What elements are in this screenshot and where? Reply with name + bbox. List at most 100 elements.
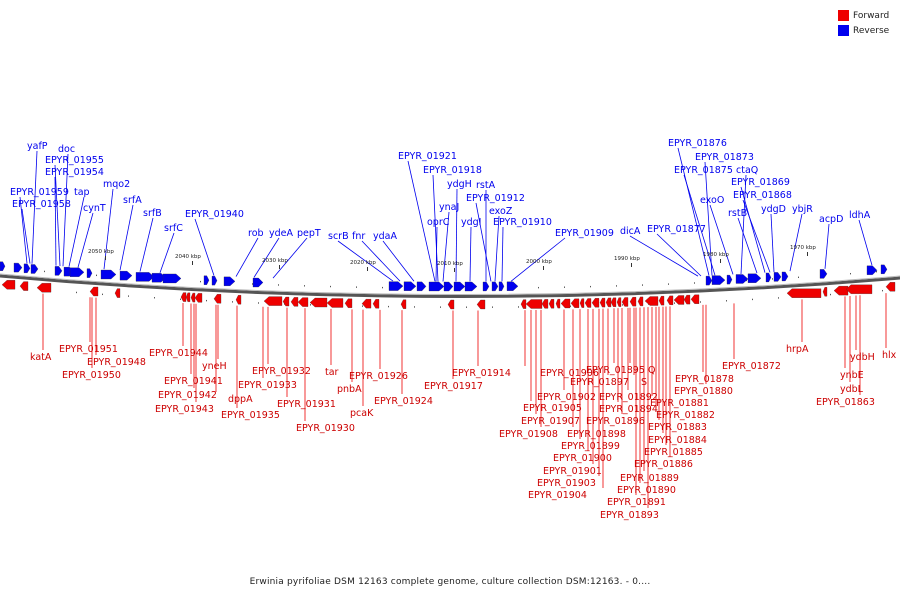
gene-arrow: [666, 295, 674, 305]
tick-mark: [772, 278, 773, 280]
scale-label: 1970 kbp: [790, 245, 816, 251]
tick-mark: [232, 301, 233, 303]
forward-gene-label: hlx: [882, 350, 897, 361]
leader-line: [361, 240, 401, 282]
gene-arrow: [690, 294, 700, 304]
gene-arrow: [735, 274, 749, 284]
genome-backbone-highlight: [0, 273, 900, 296]
tick-mark: [382, 286, 383, 289]
forward-gene-label: ydbL: [840, 384, 864, 395]
reverse-gene-label: exoZ: [489, 206, 513, 217]
reverse-gene-label: ybjR: [792, 204, 813, 215]
tick-mark: [752, 298, 753, 301]
tick-mark: [180, 298, 181, 300]
reverse-gene-label: EPYR_01959: [10, 187, 69, 198]
reverse-gene-label: yafP: [27, 141, 48, 152]
forward-gene-label: EPYR_01932: [252, 366, 311, 377]
leader-line: [442, 211, 450, 282]
reverse-gene-label: EPYR_01918: [423, 165, 482, 176]
gene-arrow: [464, 281, 478, 292]
gene-arrow: [845, 284, 873, 294]
gene-arrow: [616, 297, 622, 307]
leader-line: [139, 217, 154, 272]
scale-label: 2040 kbp: [175, 254, 201, 260]
tick-mark: [76, 291, 77, 294]
gene-arrow: [673, 295, 685, 305]
leader-line: [435, 226, 438, 282]
leader-line: [475, 202, 492, 282]
gene-arrow: [89, 286, 99, 297]
gene-arrow: [747, 273, 762, 283]
leader-line: [740, 174, 747, 275]
gene-arrow: [476, 299, 486, 310]
leader-line: [62, 153, 69, 267]
forward-gene-arrows: [1, 280, 896, 310]
forward-gene-label: EPYR_01896: [586, 416, 645, 427]
forward-gene-label: EPYR_01891: [607, 497, 666, 508]
gene-arrow: [19, 281, 29, 291]
leader-line: [119, 204, 134, 271]
gene-arrow: [560, 298, 571, 309]
tick-mark: [206, 299, 207, 302]
gene-arrow: [621, 297, 629, 307]
forward-gene-label: EPYR_01889: [620, 473, 679, 484]
scale-tick: [807, 252, 808, 256]
gene-arrow: [520, 299, 527, 309]
forward-gene-label: EPYR_01895: [586, 365, 645, 376]
gene-arrow: [880, 264, 888, 274]
gene-arrow: [211, 275, 218, 286]
gene-arrow: [866, 265, 878, 275]
reverse-gene-label: ydgI: [461, 217, 481, 228]
gene-arrow: [372, 299, 380, 309]
reverse-gene-label: EPYR_01954: [45, 167, 104, 178]
gene-arrow: [100, 269, 117, 280]
reverse-gene-label: oprC: [427, 217, 450, 228]
forward-gene-label: S: [641, 377, 647, 388]
leader-line: [194, 218, 215, 276]
forward-gene-label: EPYR_01905: [523, 403, 582, 414]
forward-gene-label: EPYR_01908: [499, 429, 558, 440]
reverse-gene-label: rob: [248, 228, 264, 239]
reverse-gene-labels: yafP docEPYR_01955EPYR_01954EPYR_01959EPY…: [10, 138, 871, 242]
legend-label-forward: Forward: [853, 10, 890, 21]
legend-item-reverse: Reverse: [838, 23, 889, 38]
tick-mark: [278, 284, 279, 286]
tick-mark: [356, 286, 357, 288]
reverse-gene-label: ydeA: [269, 228, 293, 239]
forward-gene-label: EPYR_01926: [349, 371, 408, 382]
reverse-gene-label: pepT: [297, 228, 321, 239]
gene-arrow: [482, 281, 490, 292]
gene-arrow: [570, 298, 580, 308]
reverse-gene-label: ynaJ: [439, 202, 459, 213]
tick-mark: [850, 272, 851, 275]
reverse-gene-label: ydgH: [447, 179, 472, 190]
forward-gene-label: EPYR_01898: [567, 429, 626, 440]
leader-line: [54, 176, 57, 266]
forward-gene-label: Q: [648, 365, 655, 376]
gene-arrow: [180, 292, 187, 302]
tick-mark: [388, 305, 389, 308]
gene-arrow: [541, 299, 549, 309]
forward-gene-label: EPYR_01884: [648, 435, 707, 446]
gene-arrow: [54, 266, 63, 276]
gene-arrow: [711, 275, 726, 285]
tick-mark: [694, 282, 695, 284]
scale-tick: [543, 266, 544, 270]
forward-gene-labels: katA EPYR_01951 EPYR_01948 EPYR_01950 EPYR_0…: [30, 344, 897, 521]
reverse-gene-label: EPYR_01955: [45, 155, 104, 166]
reverse-gene-label: srfC: [164, 223, 183, 234]
leader-line: [432, 174, 439, 282]
gene-arrow: [36, 283, 52, 293]
legend-item-forward: Forward: [838, 8, 889, 23]
gene-arrow: [683, 294, 691, 305]
forward-gene-label: hrpA: [786, 344, 809, 355]
leader-line: [677, 147, 710, 276]
reverse-gene-label: rstB: [728, 208, 747, 219]
gene-arrow: [833, 285, 849, 296]
leader-line: [704, 161, 713, 276]
reverse-gene-label: EPYR_01910: [493, 217, 552, 228]
forward-gene-label: EPYR_01914: [452, 368, 511, 379]
forward-leader-lines: [42, 293, 887, 508]
forward-gene-label: EPYR_01950: [62, 370, 121, 381]
gene-arrow: [290, 297, 299, 307]
